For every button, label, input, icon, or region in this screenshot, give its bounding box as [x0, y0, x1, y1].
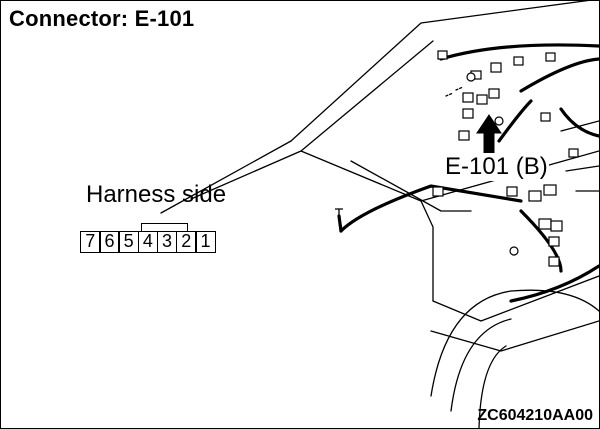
connector-pin: 2 — [176, 231, 197, 253]
connector-pin: 7 — [80, 231, 101, 253]
connector-pin: 3 — [156, 231, 178, 253]
connector-lock-key — [141, 223, 188, 232]
connector-pin: 5 — [118, 231, 139, 253]
page-title: Connector: E-101 — [9, 6, 195, 31]
connector-pin: 6 — [99, 231, 120, 253]
connector-pin-diagram: 7 6 5 4 3 2 1 — [80, 231, 216, 253]
connector-pin: 1 — [195, 231, 216, 253]
connector-pin: 4 — [137, 231, 159, 253]
connector-callout-label: E-101 (B) — [444, 153, 549, 181]
harness-side-label: Harness side — [86, 181, 227, 208]
figure-code: ZC604210AA00 — [477, 407, 593, 424]
